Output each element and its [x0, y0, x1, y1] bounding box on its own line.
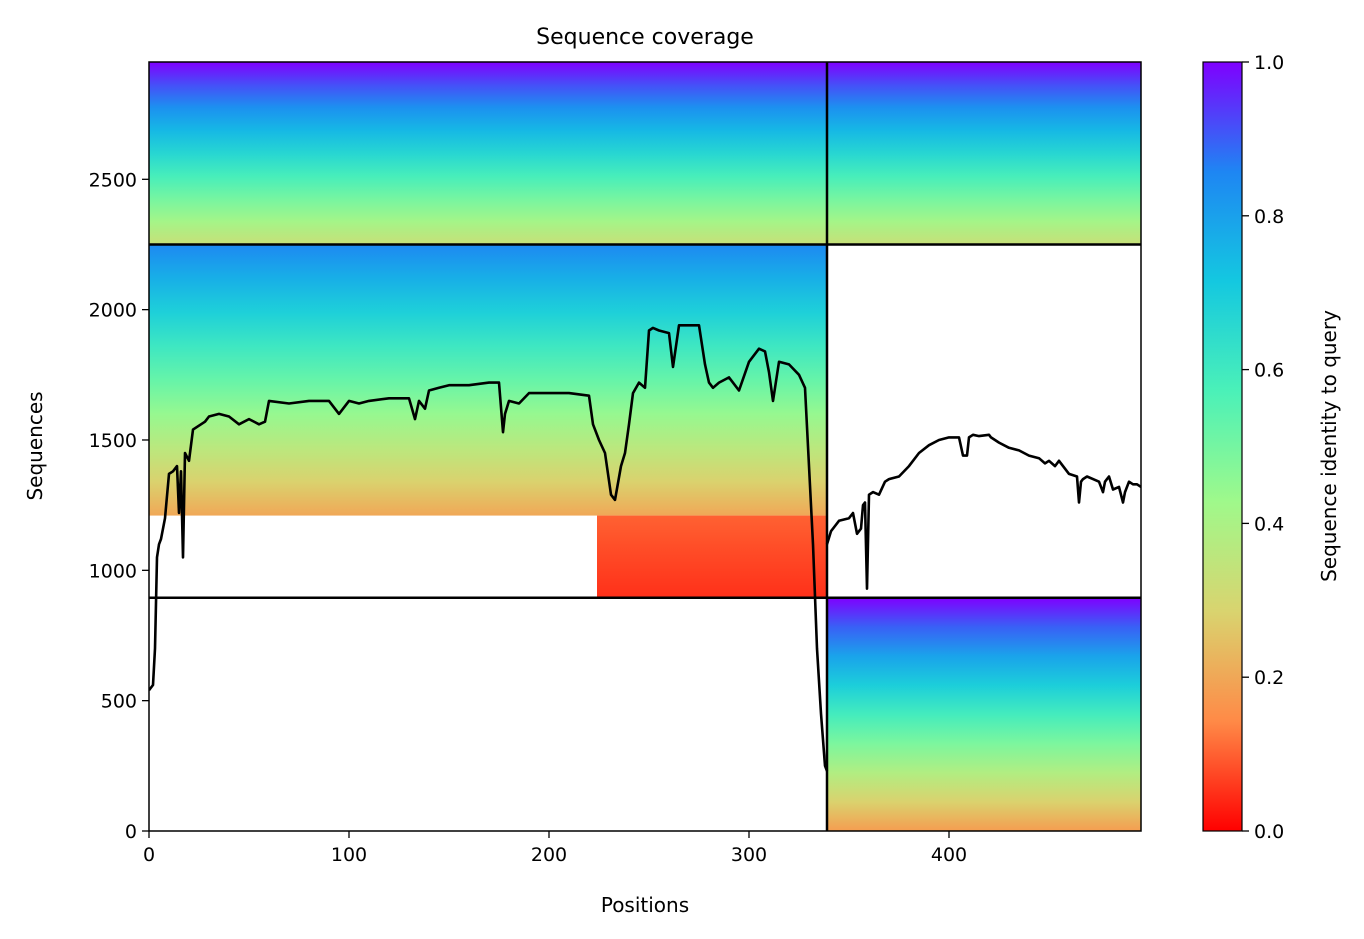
heatmap-block	[597, 515, 827, 598]
y-axis-label: Sequences	[23, 391, 47, 500]
colorbar-ticks: 0.0 0.2 0.4 0.6 0.8 1.0	[1242, 52, 1284, 843]
y-tick-label: 0	[125, 821, 137, 843]
heatmap-block	[827, 62, 1141, 245]
colorbar-tick-label: 0.6	[1254, 360, 1284, 382]
heatmap-block	[149, 62, 827, 245]
x-axis-label: Positions	[601, 893, 689, 917]
heatmap-block	[149, 244, 827, 516]
y-tick-label: 2000	[89, 300, 137, 322]
y-axis-ticks: 0 500 1000 1500 2000 2500	[89, 169, 149, 843]
coverage-line	[825, 433, 1141, 590]
colorbar-tick-label: 1.0	[1254, 52, 1284, 74]
plot-area	[148, 61, 1142, 832]
colorbar-tick-label: 0.2	[1254, 667, 1284, 689]
x-tick-label: 400	[931, 844, 967, 866]
plot-frame	[148, 61, 1142, 832]
coverage-lines	[149, 324, 1141, 772]
x-axis-ticks: 0 100 200 300 400	[143, 831, 967, 866]
x-tick-label: 100	[331, 844, 367, 866]
y-tick-label: 1500	[89, 430, 137, 452]
y-tick-label: 1000	[89, 560, 137, 582]
colorbar-tick-label: 0.8	[1254, 206, 1284, 228]
colorbar-tick-label: 0.0	[1254, 821, 1284, 843]
y-tick-label: 500	[101, 691, 137, 713]
heatmap-blocks	[149, 62, 1141, 831]
heatmap-block	[827, 597, 1141, 831]
domain-boundaries	[149, 62, 1141, 831]
y-tick-label: 2500	[89, 169, 137, 191]
colorbar: 0.0 0.2 0.4 0.6 0.8 1.0 Sequence identity to …	[1202, 52, 1341, 843]
colorbar-tick-label: 0.4	[1254, 513, 1284, 535]
colorbar-label: Sequence identity to query	[1317, 310, 1341, 582]
x-tick-label: 200	[531, 844, 567, 866]
colorbar-gradient	[1202, 61, 1243, 832]
x-tick-label: 0	[143, 844, 155, 866]
x-tick-label: 300	[731, 844, 767, 866]
coverage-line	[149, 324, 829, 772]
chart-title: Sequence coverage	[536, 25, 754, 50]
